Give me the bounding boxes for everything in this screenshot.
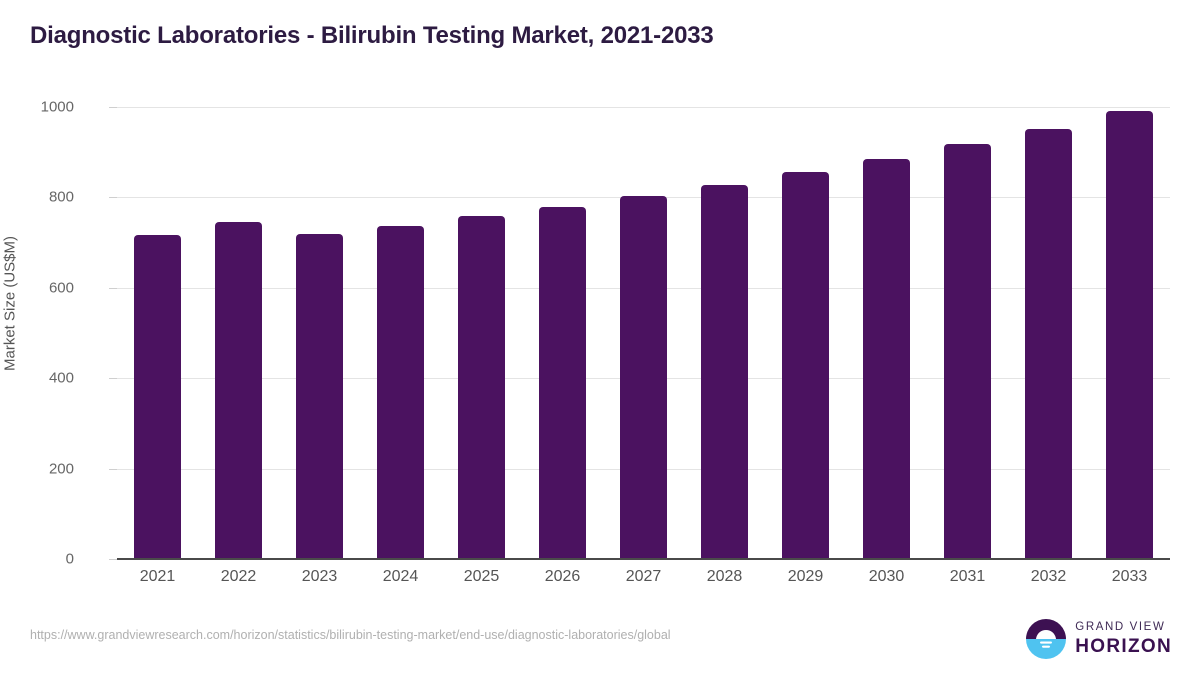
x-tick-label: 2024 [382,568,419,585]
x-tick-label: 2029 [787,568,824,585]
gridline [117,107,1170,108]
horizon-circle-icon [1026,619,1067,659]
y-tick-mark [109,378,117,380]
y-tick-mark [109,559,117,560]
bar[interactable] [782,172,829,559]
y-tick-mark [109,197,117,199]
bar[interactable] [863,158,910,559]
x-tick-label: 2027 [625,568,662,585]
y-tick-label: 0 [65,550,74,568]
y-tick-mark [109,107,117,108]
x-tick-label: 2021 [139,568,176,585]
x-tick-label: 2023 [301,568,338,585]
brand-text: GRAND VIEW HORIZON [1075,622,1172,656]
bar[interactable] [620,196,667,559]
bar[interactable] [1106,111,1153,559]
y-tick-label: 600 [48,279,74,297]
bar[interactable] [377,226,424,559]
y-tick-mark [109,468,117,470]
brand-line-grand-view: GRAND VIEW [1075,621,1166,634]
y-tick-label: 400 [48,369,74,387]
source-url[interactable]: https://www.grandviewresearch.com/horizo… [30,628,671,642]
x-tick-label: 2022 [220,568,257,585]
x-axis-line [117,558,1170,560]
x-tick-label: 2031 [949,568,986,585]
y-tick-label: 200 [48,460,74,478]
bar[interactable] [458,216,505,559]
bar[interactable] [944,144,991,559]
plot-area: 0 200 400 600 800 1000 [41,99,1170,568]
y-tick-mark [109,287,117,289]
x-tick-label: 2025 [463,568,500,585]
y-tick-label: 1000 [40,98,74,116]
x-tick-label: 2032 [1030,568,1067,585]
bar[interactable] [215,221,262,559]
y-tick-label: 800 [48,188,74,206]
bar[interactable] [296,234,343,559]
bar[interactable] [134,235,181,559]
x-tick-label: 2026 [544,568,581,585]
x-tick-label: 2030 [868,568,905,585]
x-tick-label: 2033 [1111,568,1148,585]
page-title: Diagnostic Laboratories - Bilirubin Test… [30,22,714,49]
brand-line-horizon: HORIZON [1075,635,1172,657]
bar[interactable] [701,185,748,559]
brand-logo: GRAND VIEW HORIZON [1026,619,1172,659]
bar[interactable] [1025,129,1072,559]
x-tick-label: 2028 [706,568,743,585]
bar[interactable] [539,207,586,559]
